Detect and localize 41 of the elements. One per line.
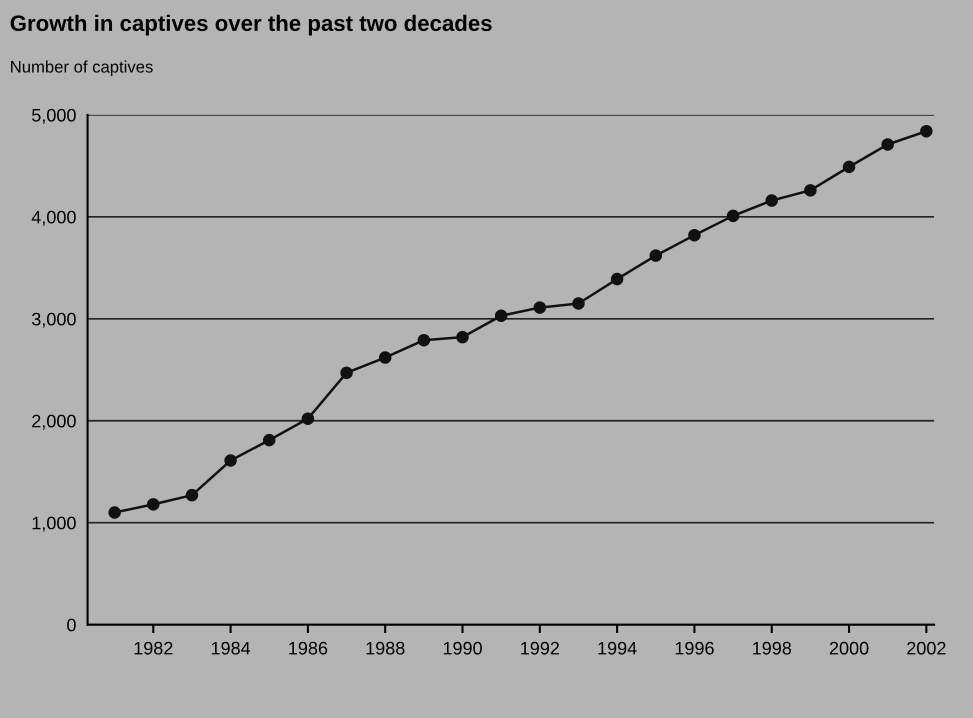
point xyxy=(920,124,933,138)
point xyxy=(108,506,121,519)
chart-title: Growth in captives over the past two decades xyxy=(10,14,492,36)
x-tick-label: 1988 xyxy=(366,642,404,655)
y-tick-label: 4,000 xyxy=(32,210,76,226)
point xyxy=(534,301,546,314)
point xyxy=(340,366,353,380)
y-tick-label: 3,000 xyxy=(32,312,76,328)
x-tick-label: 1986 xyxy=(289,642,328,655)
y-tick-label: 0 xyxy=(67,618,76,632)
point xyxy=(262,434,276,446)
x-tick-label: 1996 xyxy=(676,642,714,655)
point xyxy=(186,488,198,502)
y-axis-title: Number of captives xyxy=(11,60,153,76)
point xyxy=(302,412,314,425)
y-tick-label: 2,000 xyxy=(32,414,76,430)
x-tick-label: 1990 xyxy=(444,642,482,655)
y-tick-label: 5,000 xyxy=(32,108,76,124)
point xyxy=(726,210,740,222)
x-tick-label: 1992 xyxy=(521,642,559,655)
point xyxy=(881,138,894,151)
point xyxy=(650,249,662,262)
x-tick-label: 1994 xyxy=(598,642,637,655)
point xyxy=(688,228,701,242)
point xyxy=(456,330,469,344)
point xyxy=(804,184,817,197)
x-tick-label: 1984 xyxy=(212,642,250,655)
x-tick-label: 2000 xyxy=(830,642,868,655)
y-tick-label: 1,000 xyxy=(32,516,76,532)
point xyxy=(572,297,585,310)
x-tick-label: 1982 xyxy=(134,642,172,655)
x-tick-label: 2002 xyxy=(907,642,946,655)
point xyxy=(147,498,160,511)
point xyxy=(224,454,237,467)
point xyxy=(418,334,430,346)
point xyxy=(765,194,778,207)
point xyxy=(610,272,624,286)
point xyxy=(842,160,856,174)
point xyxy=(494,309,508,322)
x-tick-label: 1998 xyxy=(753,642,792,655)
point xyxy=(378,351,392,364)
